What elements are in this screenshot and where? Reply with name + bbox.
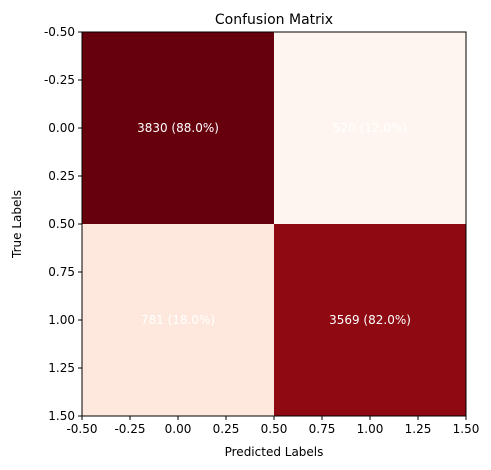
- y-tick-label: 0.25: [48, 169, 75, 183]
- cell-label-r0-c1: 520 (12.0%): [333, 121, 407, 135]
- x-tick-label: 1.00: [357, 422, 384, 436]
- y-tick-label: -0.25: [44, 73, 75, 87]
- y-tick-label: 1.00: [48, 313, 75, 327]
- cell-label-r0-c0: 3830 (88.0%): [137, 121, 219, 135]
- cell-label-r1-c0: 781 (18.0%): [141, 313, 215, 327]
- y-tick-label: -0.50: [44, 25, 75, 39]
- y-tick-label: 1.25: [48, 361, 75, 375]
- x-tick-label: -0.25: [114, 422, 145, 436]
- x-tick-label: 0.00: [165, 422, 192, 436]
- heatmap-cells: [82, 32, 466, 416]
- heatmap-cell-r0-c0: [82, 32, 274, 224]
- y-tick-label: 0.00: [48, 121, 75, 135]
- heatmap-cell-r1-c0: [82, 224, 274, 416]
- x-tick-label: 0.75: [309, 422, 336, 436]
- x-tick-label: 1.50: [453, 422, 480, 436]
- x-tick-label: 1.25: [405, 422, 432, 436]
- x-tick-label: 0.25: [213, 422, 240, 436]
- chart-title: Confusion Matrix: [215, 12, 333, 28]
- y-tick-label: 0.50: [48, 217, 75, 231]
- x-axis-title: Predicted Labels: [225, 445, 324, 459]
- y-axis-ticks: -0.50 -0.25 0.00 0.25 0.50 0.75 1.00 1.25 1.50: [44, 25, 82, 423]
- x-tick-label: -0.50: [66, 422, 97, 436]
- y-tick-label: 0.75: [48, 265, 75, 279]
- x-tick-label: 0.50: [261, 422, 288, 436]
- cell-labels: 3830 (88.0%) 520 (12.0%) 781 (18.0%) 3569 (…: [137, 121, 411, 327]
- heatmap-cell-r0-c1: [274, 32, 466, 224]
- y-tick-label: 1.50: [48, 409, 75, 423]
- cell-label-r1-c1: 3569 (82.0%): [329, 313, 411, 327]
- x-axis-ticks: -0.50 -0.25 0.00 0.25 0.50 0.75 1.00 1.25 1.50: [66, 416, 479, 436]
- heatmap-cell-r1-c1: [274, 224, 466, 416]
- y-axis-title: True Labels: [10, 190, 24, 259]
